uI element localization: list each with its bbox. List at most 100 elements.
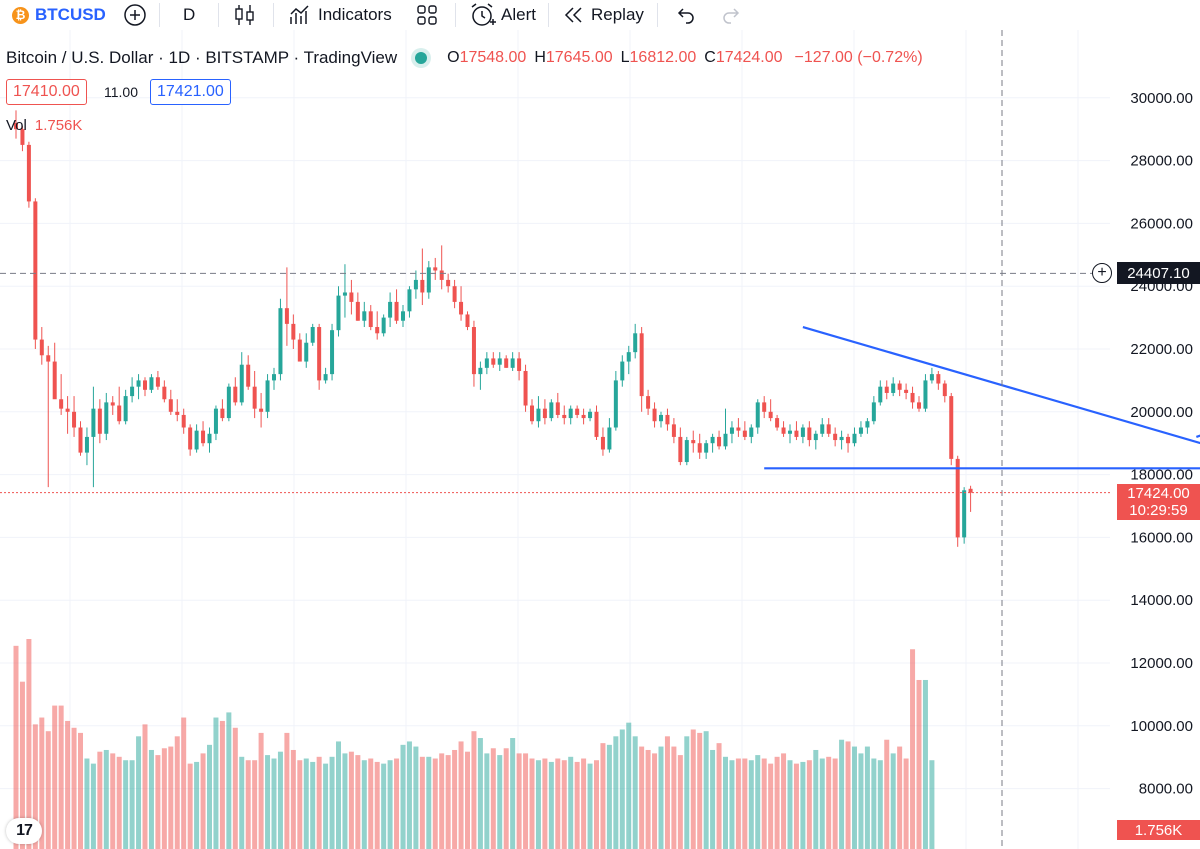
- candle-body: [684, 440, 689, 463]
- last-price-label: 17424.00 10:29:59: [1117, 484, 1200, 520]
- volume-legend: Vol 1.756K: [6, 117, 82, 134]
- candle-body: [259, 408, 264, 412]
- candle-body: [639, 333, 644, 397]
- candle-body: [168, 399, 173, 412]
- interval-label: D: [183, 5, 196, 24]
- candle-body: [381, 317, 386, 334]
- candle-body: [736, 427, 741, 431]
- price-axis: 30000.0028000.0026000.0024000.0022000.00…: [1130, 90, 1193, 798]
- candle-body: [788, 430, 792, 434]
- volume-bar: [645, 749, 651, 849]
- volume-bar: [155, 755, 161, 849]
- volume-bar: [252, 760, 258, 849]
- volume-bar: [858, 753, 864, 849]
- compare-symbol-button[interactable]: [123, 0, 147, 30]
- candle-body: [304, 342, 309, 362]
- chart-type-button[interactable]: [234, 0, 256, 30]
- symbol-label: BTCUSD: [35, 5, 106, 24]
- volume-bar: [729, 760, 735, 849]
- candle-body: [162, 386, 167, 400]
- candle-body: [555, 402, 560, 415]
- candle-body: [278, 308, 283, 375]
- candle-body: [536, 408, 541, 422]
- volume-bar: [90, 763, 96, 849]
- candle-body: [323, 374, 328, 381]
- replay-button[interactable]: Replay: [563, 0, 644, 30]
- candle-body: [613, 380, 618, 428]
- undo-button[interactable]: [676, 0, 696, 30]
- candle-body: [39, 339, 44, 356]
- volume-bar: [742, 758, 748, 849]
- toolbar-divider: [218, 3, 219, 27]
- candle-body: [910, 392, 915, 403]
- redo-button[interactable]: [721, 0, 741, 30]
- candle-body: [729, 427, 734, 434]
- alert-button[interactable]: Alert: [470, 0, 536, 30]
- price-chart[interactable]: 30000.0028000.0026000.0024000.0022000.00…: [0, 30, 1200, 849]
- volume-bar: [516, 753, 522, 849]
- volume-bar: [510, 738, 516, 849]
- candle-body: [478, 367, 483, 375]
- buy-button[interactable]: 17421.00: [150, 79, 231, 105]
- candle-body: [252, 386, 257, 409]
- candle-body: [568, 408, 573, 419]
- volume-bar: [129, 760, 135, 849]
- volume-bar: [690, 729, 696, 849]
- volume-bar: [381, 763, 387, 849]
- volume-bar: [574, 761, 580, 849]
- toolbar-divider: [159, 3, 160, 27]
- close-label: C: [704, 49, 716, 66]
- candle-body: [336, 295, 341, 331]
- interval-button[interactable]: D: [183, 0, 195, 30]
- alarm-clock-icon: [471, 3, 496, 26]
- candle-body: [433, 267, 438, 271]
- volume-bar: [219, 720, 225, 849]
- volume-bar: [58, 705, 64, 849]
- volume-bar: [284, 732, 290, 849]
- volume-bar: [419, 756, 425, 849]
- templates-button[interactable]: [416, 0, 438, 30]
- candle-body: [807, 427, 812, 441]
- candle-body: [755, 402, 760, 428]
- candlestick-icon: [235, 5, 254, 25]
- volume-bar: [555, 758, 561, 849]
- candle-body: [65, 408, 70, 412]
- volume-bar: [929, 760, 935, 849]
- sell-button[interactable]: 17410.00: [6, 79, 87, 105]
- symbol-search[interactable]: ₿ BTCUSD: [12, 0, 106, 30]
- volume-bar: [626, 722, 632, 849]
- candle-body: [188, 427, 193, 450]
- volume-bar: [561, 760, 567, 849]
- price-tick-label: 28000.00: [1130, 153, 1193, 170]
- add-alert-plus-icon[interactable]: +: [1092, 263, 1112, 283]
- indicators-icon: [290, 5, 309, 24]
- volume-bar: [368, 758, 374, 849]
- volume-bar: [761, 758, 767, 849]
- candle-body: [342, 292, 347, 296]
- volume-bar: [439, 753, 445, 849]
- indicators-button[interactable]: Indicators: [288, 0, 392, 30]
- volume-bar: [768, 763, 774, 849]
- tradingview-logo-icon[interactable]: 17: [6, 818, 42, 844]
- price-tick-label: 18000.00: [1130, 467, 1193, 484]
- candle-body: [355, 301, 360, 321]
- chart-overlays: [0, 30, 1200, 849]
- alert-label: Alert: [501, 5, 536, 24]
- candle-body: [110, 402, 115, 406]
- volume-bar: [503, 748, 509, 849]
- volume-bar: [181, 717, 187, 849]
- volume-bar: [497, 755, 503, 849]
- volume-bar: [103, 749, 109, 849]
- volume-bar: [735, 758, 741, 849]
- candle-body: [349, 292, 354, 302]
- candle-body: [239, 364, 244, 403]
- volume-bar: [748, 760, 754, 849]
- candle-body: [581, 414, 586, 419]
- candle-body: [858, 427, 863, 434]
- volume-bar: [39, 717, 45, 849]
- volume-bar: [97, 751, 103, 849]
- high-value: 17645.00: [545, 49, 613, 66]
- candle-body: [723, 433, 728, 447]
- candle-body: [46, 355, 51, 362]
- volume-bar: [723, 756, 728, 849]
